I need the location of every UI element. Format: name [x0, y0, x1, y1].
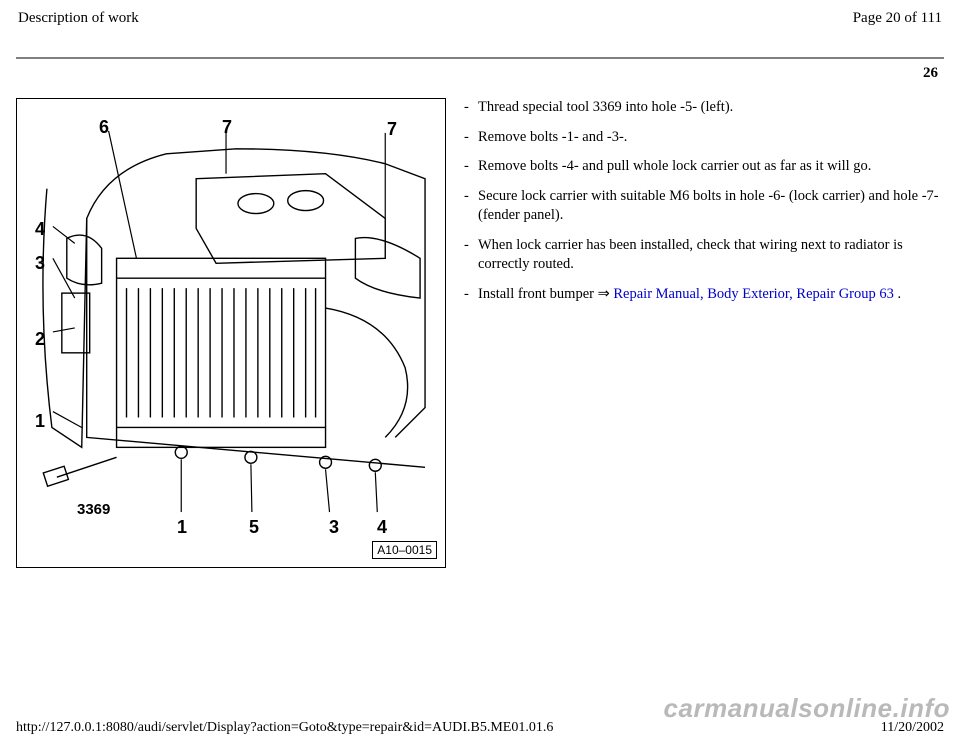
bullet-dash: - — [464, 236, 478, 275]
instruction-item: - Thread special tool 3369 into hole -5-… — [464, 98, 944, 118]
bullet-dash: - — [464, 128, 478, 148]
bullet-dash: - — [464, 98, 478, 118]
callout-3: 3 — [35, 253, 45, 274]
callout-4: 4 — [35, 219, 45, 240]
bullet-dash: - — [464, 187, 478, 226]
page-indicator: Page 20 of 111 — [853, 10, 942, 27]
callout-7b: 7 — [387, 119, 397, 140]
callout-1b: 1 — [177, 517, 187, 538]
arrow-icon: ⇒ — [598, 286, 610, 302]
bullet-dash: - — [464, 285, 478, 305]
callout-7: 7 — [222, 117, 232, 138]
instruction-item: - Install front bumper ⇒ Repair Manual, … — [464, 285, 944, 305]
instruction-item: - When lock carrier has been installed, … — [464, 236, 944, 275]
doc-title: Description of work — [18, 10, 139, 27]
callout-3b: 3 — [329, 517, 339, 538]
callout-tool: 3369 — [77, 501, 110, 518]
callout-5: 5 — [249, 517, 259, 538]
repair-manual-link[interactable]: Repair Manual, Body Exterior, Repair Gro… — [613, 286, 897, 302]
instruction-text: Secure lock carrier with suitable M6 bol… — [478, 187, 944, 226]
callout-1: 1 — [35, 411, 45, 432]
watermark: carmanualsonline.info — [664, 693, 950, 724]
callout-2: 2 — [35, 329, 45, 350]
technical-figure: 6 7 7 4 3 2 1 3369 1 5 3 4 A10–0015 — [16, 98, 446, 568]
instruction-text: Thread special tool 3369 into hole -5- (… — [478, 98, 944, 118]
callout-4b: 4 — [377, 517, 387, 538]
instruction-text: Remove bolts -1- and -3-. — [478, 128, 944, 148]
engine-diagram-svg — [27, 109, 435, 527]
instruction-text: Remove bolts -4- and pull whole lock car… — [478, 157, 944, 177]
step-number: 26 — [16, 59, 944, 88]
instruction-item: - Remove bolts -4- and pull whole lock c… — [464, 157, 944, 177]
instruction-text: When lock carrier has been installed, ch… — [478, 236, 944, 275]
instruction-list: - Thread special tool 3369 into hole -5-… — [464, 98, 944, 568]
instruction-text: Install front bumper ⇒ Repair Manual, Bo… — [478, 285, 944, 305]
callout-6: 6 — [99, 117, 109, 138]
instruction-text-prefix: Install front bumper — [478, 286, 598, 302]
instruction-item: - Secure lock carrier with suitable M6 b… — [464, 187, 944, 226]
instruction-item: - Remove bolts -1- and -3-. — [464, 128, 944, 148]
footer-url: http://127.0.0.1:8080/audi/servlet/Displ… — [16, 720, 553, 736]
bullet-dash: - — [464, 157, 478, 177]
figure-plate-id: A10–0015 — [372, 541, 437, 559]
instruction-text-suffix: . — [898, 286, 902, 302]
